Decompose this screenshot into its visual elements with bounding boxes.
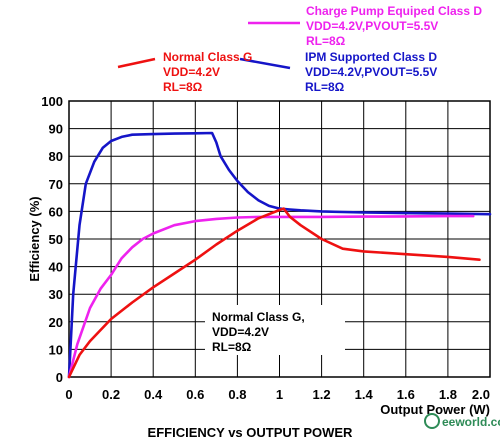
x-tick-label: 0.2 bbox=[102, 387, 120, 402]
x-tick-label: 2.0 bbox=[472, 387, 490, 402]
annotation-charge-pump-line-2: VDD=4.2V,PVOUT=5.5V bbox=[306, 19, 438, 33]
x-tick-label: 1 bbox=[276, 387, 283, 402]
x-tick-label: 1.2 bbox=[313, 387, 331, 402]
y-tick-label: 0 bbox=[56, 370, 63, 385]
y-tick-labels: 0 10 20 30 40 50 60 70 80 90 100 bbox=[41, 94, 63, 385]
annotation-ipm-line-2: VDD=4.2V,PVOUT=5.5V bbox=[305, 65, 437, 79]
annotation-ipm-line-1: IPM Supported Class D bbox=[305, 50, 437, 64]
annotation-box-line-1: Normal Class G, bbox=[212, 310, 305, 324]
annotation-box-normal-class-g bbox=[205, 305, 345, 355]
annotation-normal-class-g: Normal Class G VDD=4.2V RL=8Ω bbox=[163, 50, 252, 94]
x-tick-label: 0.8 bbox=[228, 387, 246, 402]
x-tick-label: 1.6 bbox=[397, 387, 415, 402]
x-tick-label: 0 bbox=[65, 387, 72, 402]
x-tick-label: 1.8 bbox=[439, 387, 457, 402]
annotation-charge-pump: Charge Pump Equiped Class D VDD=4.2V,PVO… bbox=[306, 4, 482, 48]
y-tick-label: 80 bbox=[49, 149, 63, 164]
x-tick-labels: 0 0.2 0.4 0.6 0.8 1 1.2 1.4 1.6 1.8 2.0 bbox=[65, 387, 490, 402]
y-tick-label: 90 bbox=[49, 122, 63, 137]
x-tick-label: 0.4 bbox=[144, 387, 163, 402]
x-tick-label: 0.6 bbox=[186, 387, 204, 402]
watermark-text: eeworld.com.cn bbox=[442, 415, 500, 429]
y-tick-label: 20 bbox=[49, 315, 63, 330]
legend-line-ipm bbox=[239, 57, 291, 70]
series-line-ipm-supported-class-d bbox=[67, 131, 492, 379]
y-tick-label: 40 bbox=[49, 260, 63, 275]
y-tick-label: 30 bbox=[49, 287, 63, 302]
series-layer bbox=[67, 131, 492, 379]
y-tick-label: 10 bbox=[49, 342, 63, 357]
plot-frame bbox=[68, 100, 491, 378]
series-line-charge-pump-equiped-class-d bbox=[67, 214, 475, 379]
y-tick-label: 70 bbox=[49, 177, 63, 192]
annotation-ipm: IPM Supported Class D VDD=4.2V,PVOUT=5.5… bbox=[305, 50, 437, 94]
annotation-box-line-3: RL=8Ω bbox=[212, 340, 252, 354]
y-tick-label: 100 bbox=[41, 94, 63, 109]
watermark: eeworld.com.cn bbox=[424, 413, 500, 429]
chart-title: EFFICIENCY vs OUTPUT POWER bbox=[148, 425, 354, 440]
watermark-logo-icon bbox=[424, 413, 440, 429]
annotation-normal-class-g-box-text: Normal Class G, VDD=4.2V RL=8Ω bbox=[212, 310, 305, 354]
annotation-ipm-line-3: RL=8Ω bbox=[305, 80, 345, 94]
x-axis-label: Output Power (W) bbox=[380, 402, 490, 417]
y-tick-label: 60 bbox=[49, 204, 63, 219]
annotation-charge-pump-line-3: RL=8Ω bbox=[306, 34, 346, 48]
annotation-charge-pump-line-1: Charge Pump Equiped Class D bbox=[306, 4, 482, 18]
y-axis-label: Efficiency (%) bbox=[27, 196, 42, 281]
x-tick-label: 1.4 bbox=[355, 387, 374, 402]
legend-line-normal-class-g bbox=[117, 57, 156, 69]
annotation-normal-class-g-line-2: VDD=4.2V bbox=[163, 65, 220, 79]
series-line-normal-class-g bbox=[67, 207, 481, 379]
y-tick-label: 50 bbox=[49, 232, 63, 247]
annotation-normal-class-g-line-1: Normal Class G bbox=[163, 50, 252, 64]
annotation-box-line-2: VDD=4.2V bbox=[212, 325, 269, 339]
annotation-normal-class-g-line-3: RL=8Ω bbox=[163, 80, 203, 94]
